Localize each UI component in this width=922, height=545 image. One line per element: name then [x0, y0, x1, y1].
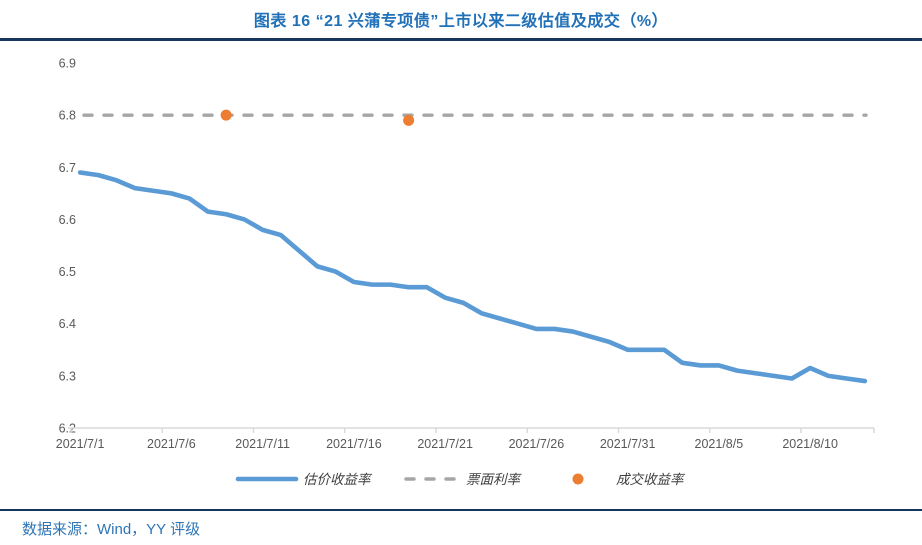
y-axis-tick-label: 6.3 [59, 369, 76, 383]
y-axis-tick-label: 6.8 [59, 109, 76, 123]
legend-label-valuation-yield: 估价收益率 [303, 472, 373, 487]
title-divider [0, 38, 922, 41]
x-axis-tick-label: 2021/8/10 [782, 437, 838, 451]
x-axis-tick-label: 2021/7/1 [56, 437, 105, 451]
traded-yield-dot [403, 114, 415, 126]
x-axis-tick-label: 2021/7/16 [326, 437, 382, 451]
y-axis-tick-label: 6.7 [59, 161, 76, 175]
x-axis-tick-label: 2021/7/21 [417, 437, 473, 451]
x-axis-tick-label: 2021/7/11 [235, 437, 290, 451]
x-axis-tick-label: 2021/8/5 [695, 437, 744, 451]
data-source: 数据来源：Wind，YY 评级 [22, 521, 201, 538]
legend-label-traded-yield: 成交收益率 [616, 472, 686, 487]
footer-divider [0, 509, 922, 511]
valuation-yield-line [77, 170, 868, 384]
x-axis-tick-label: 2021/7/31 [600, 437, 656, 451]
legend-label-coupon-rate: 票面利率 [466, 472, 522, 487]
y-axis-tick-label: 6.5 [59, 265, 76, 279]
legend-dot-sample [572, 473, 584, 485]
chart-title: 图表 16 “21 兴蒲专项债”上市以来二级估值及成交（%） [253, 13, 669, 30]
traded-yield-dot [220, 109, 232, 121]
y-axis-tick-label: 6.9 [59, 57, 76, 71]
x-axis-tick-label: 2021/7/26 [509, 437, 565, 451]
x-axis-tick-label: 2021/7/6 [147, 437, 196, 451]
y-axis-tick-label: 6.4 [59, 317, 76, 331]
y-axis-tick-label: 6.6 [59, 213, 76, 227]
